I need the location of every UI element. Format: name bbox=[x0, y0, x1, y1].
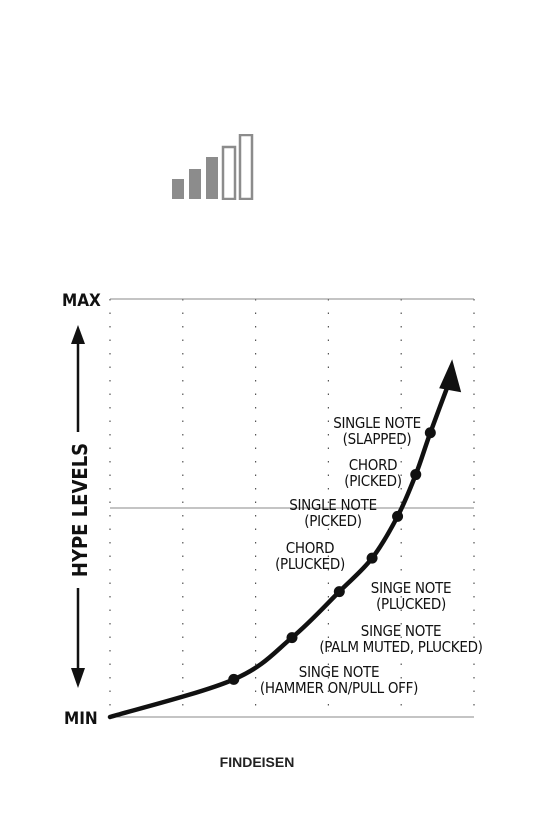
data-label-6-line-1: CHORD bbox=[349, 456, 397, 474]
data-point-4 bbox=[366, 552, 378, 564]
data-points bbox=[228, 427, 436, 685]
curve-arrowhead bbox=[439, 359, 462, 393]
y-axis-label: HYPE LEVELS bbox=[68, 443, 92, 577]
signal-bar-1 bbox=[172, 179, 184, 199]
data-label-2-line-2: (PALM MUTED, PLUCKED) bbox=[319, 638, 482, 656]
data-label-2-line-1: SINGE NOTE bbox=[361, 622, 441, 640]
data-label-4-line-2: (PLUCKED) bbox=[275, 555, 345, 573]
signal-bar-3 bbox=[206, 157, 218, 199]
data-point-2 bbox=[286, 632, 298, 644]
data-point-7 bbox=[424, 427, 436, 439]
chart-grid bbox=[109, 298, 475, 718]
data-label-3-line-1: SINGE NOTE bbox=[371, 579, 451, 597]
signal-bars-icon bbox=[172, 134, 254, 200]
data-label-4-line-1: CHORD bbox=[286, 539, 334, 557]
data-point-6 bbox=[410, 469, 422, 481]
data-label-7-line-1: SINGLE NOTE bbox=[333, 414, 421, 432]
y-tick-min: MIN bbox=[64, 709, 98, 729]
data-labels: SINGE NOTE(HAMMER ON/PULL OFF)SINGE NOTE… bbox=[260, 414, 483, 697]
credit-text: FINDEISEN bbox=[220, 754, 295, 770]
data-label-1-line-2: (HAMMER ON/PULL OFF) bbox=[260, 679, 418, 697]
data-label-5-line-2: (PICKED) bbox=[304, 512, 361, 530]
data-point-3 bbox=[333, 586, 345, 598]
data-label-3-line-2: (PLUCKED) bbox=[376, 595, 446, 613]
signal-bar-5 bbox=[238, 134, 254, 200]
signal-bar-4 bbox=[221, 145, 237, 200]
data-label-5-line-1: SINGLE NOTE bbox=[289, 496, 377, 514]
arrow-up-head bbox=[71, 325, 85, 344]
arrow-down-head bbox=[71, 668, 85, 688]
signal-bar-2 bbox=[189, 169, 201, 199]
data-point-5 bbox=[392, 510, 404, 522]
data-label-6-line-2: (PICKED) bbox=[344, 472, 401, 490]
data-label-1-line-1: SINGE NOTE bbox=[299, 663, 379, 681]
y-axis-arrows bbox=[71, 325, 85, 688]
data-point-1 bbox=[228, 673, 240, 685]
data-label-7-line-2: (SLAPPED) bbox=[343, 430, 412, 448]
y-tick-max: MAX bbox=[62, 291, 101, 311]
